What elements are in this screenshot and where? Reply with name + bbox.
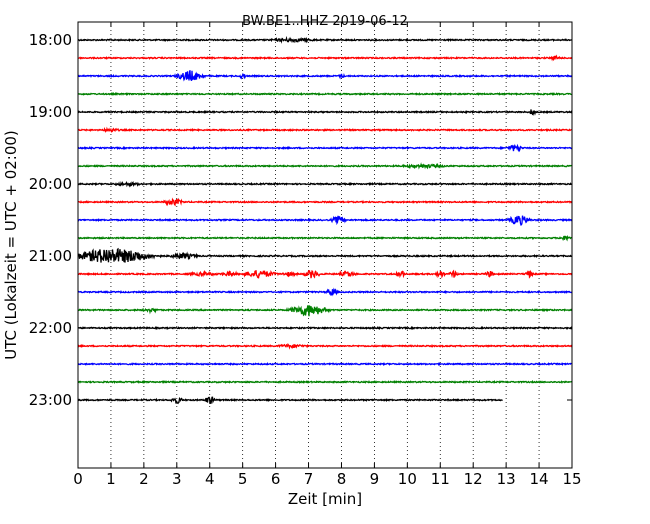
y-tick-label: 22:00 — [29, 319, 72, 337]
x-tick-label: 7 — [304, 470, 314, 488]
x-tick-label: 10 — [398, 470, 417, 488]
trace-1815 — [77, 54, 573, 62]
x-tick-label: 11 — [431, 470, 450, 488]
y-tick-label: 19:00 — [29, 103, 72, 121]
trace-2245 — [77, 379, 573, 385]
trace-1900 — [77, 109, 573, 116]
trace-1915 — [77, 126, 573, 133]
trace-2045 — [77, 234, 573, 242]
x-tick-label: 5 — [238, 470, 248, 488]
trace-1800 — [77, 35, 573, 44]
y-tick-label: 23:00 — [29, 391, 72, 409]
x-axis: 0 1 2 3 4 5 6 7 8 9 10 11 12 13 14 15 — [73, 22, 582, 488]
x-tick-label: 2 — [139, 470, 149, 488]
x-tick-label: 8 — [337, 470, 347, 488]
trace-1830 — [77, 70, 573, 82]
y-axis: 18:00 19:00 20:00 21:00 22:00 23:00 — [29, 31, 572, 409]
trace-2030 — [77, 215, 573, 226]
x-tick-label: 12 — [464, 470, 483, 488]
x-axis-label: Zeit [min] — [288, 490, 362, 508]
x-tick-label: 1 — [106, 470, 116, 488]
y-tick-label: 20:00 — [29, 175, 72, 193]
trace-1845 — [77, 91, 573, 97]
x-tick-label: 6 — [271, 470, 281, 488]
y-tick-label: 21:00 — [29, 247, 72, 265]
x-tick-label: 9 — [370, 470, 380, 488]
trace-layer — [77, 35, 573, 405]
trace-2300 — [77, 396, 503, 405]
y-tick-label: 18:00 — [29, 31, 72, 49]
trace-2115 — [77, 269, 573, 279]
trace-2000 — [77, 180, 573, 188]
trace-2230 — [77, 361, 573, 367]
trace-2100 — [77, 247, 573, 263]
trace-2200 — [77, 325, 573, 331]
x-tick-label: 15 — [562, 470, 581, 488]
trace-2130 — [77, 287, 573, 297]
trace-2015 — [77, 197, 573, 207]
plot-frame — [77, 21, 573, 469]
x-tick-label: 3 — [172, 470, 182, 488]
x-tick-label: 4 — [205, 470, 215, 488]
x-tick-label: 0 — [73, 470, 83, 488]
y-axis-label: UTC (Lokalzeit = UTC + 02:00) — [2, 130, 20, 360]
trace-2215 — [77, 343, 573, 350]
trace-1945 — [77, 162, 573, 170]
x-tick-label: 14 — [530, 470, 549, 488]
trace-2145 — [77, 305, 573, 317]
x-tick-label: 13 — [497, 470, 516, 488]
trace-1930 — [77, 143, 573, 153]
